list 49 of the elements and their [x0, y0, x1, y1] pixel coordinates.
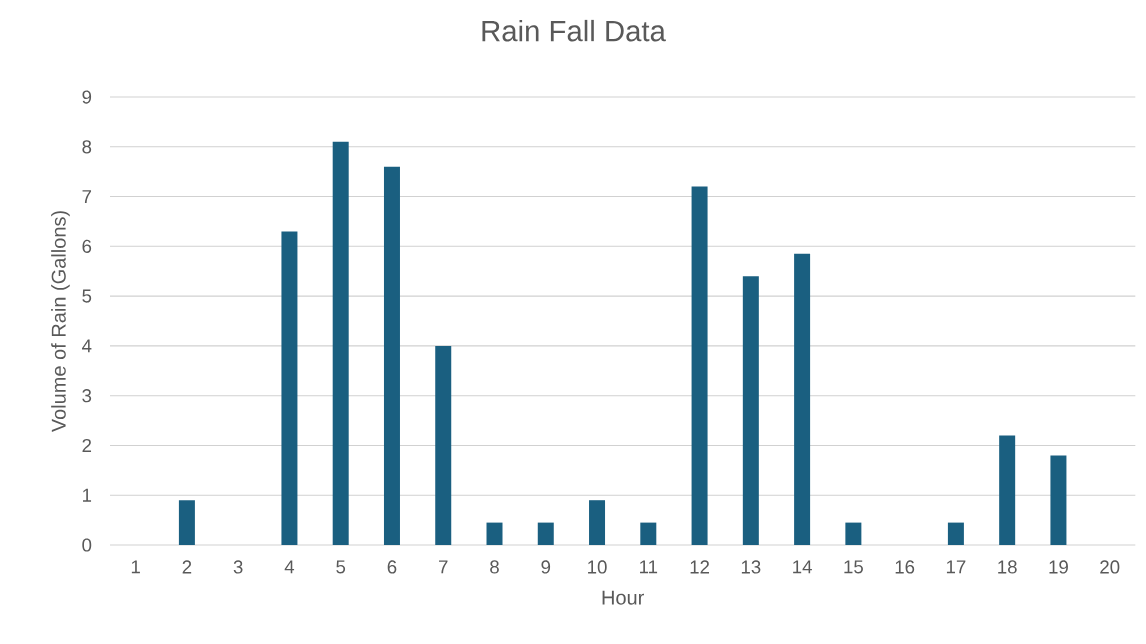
x-tick-label: 16: [895, 560, 915, 574]
x-tick-label: 6: [387, 560, 397, 574]
y-tick-label: 0: [82, 538, 92, 552]
chart-title: Rain Fall Data: [482, 19, 666, 42]
y-tick-label: 6: [82, 239, 92, 253]
x-tick-label: 8: [490, 560, 499, 574]
bar: [332, 141, 349, 545]
y-tick-label: 8: [82, 140, 92, 154]
x-tick-label: 19: [1049, 560, 1068, 574]
x-tick-label: 3: [233, 560, 243, 574]
bar: [589, 500, 606, 545]
y-tick-label: 5: [82, 289, 92, 303]
y-tick-label: 7: [82, 190, 92, 203]
x-tick-label: 14: [793, 560, 812, 574]
bar: [742, 276, 759, 545]
y-tick-label: 9: [82, 90, 92, 104]
y-tick-label: 2: [82, 438, 92, 452]
x-tick-label: 4: [284, 560, 295, 574]
y-tick-label: 3: [82, 389, 92, 403]
x-tick-label: 13: [741, 560, 761, 574]
y-tick-label: 1: [83, 488, 92, 502]
bar: [435, 345, 452, 545]
x-axis-title: Hour: [602, 590, 644, 605]
y-tick-label: 4: [82, 339, 92, 353]
x-tick-label: 18: [998, 560, 1017, 574]
x-tick-label: 5: [336, 560, 346, 574]
bar: [691, 186, 708, 545]
x-tick-label: 12: [690, 560, 710, 574]
bar: [794, 253, 811, 545]
x-tick-label: 2: [182, 560, 192, 574]
x-tick-label: 7: [439, 560, 448, 574]
x-tick-label: 20: [1100, 560, 1120, 574]
x-tick-label: 11: [640, 560, 658, 574]
bar: [1050, 455, 1067, 545]
bar: [999, 435, 1016, 545]
x-tick-label: 1: [131, 560, 140, 574]
x-tick-label: 10: [588, 560, 607, 574]
y-axis-title: Volume of Rain (Gallons): [51, 211, 70, 433]
x-tick-label: 17: [946, 560, 966, 574]
bar: [947, 522, 964, 545]
bar: [383, 166, 400, 545]
bar: [281, 231, 298, 545]
bar: [640, 522, 657, 545]
x-tick-label: 9: [541, 560, 551, 574]
bar: [845, 522, 862, 545]
bar: [178, 500, 195, 545]
bar: [537, 522, 554, 545]
x-tick-label: 15: [844, 560, 863, 574]
bar: [486, 522, 503, 545]
